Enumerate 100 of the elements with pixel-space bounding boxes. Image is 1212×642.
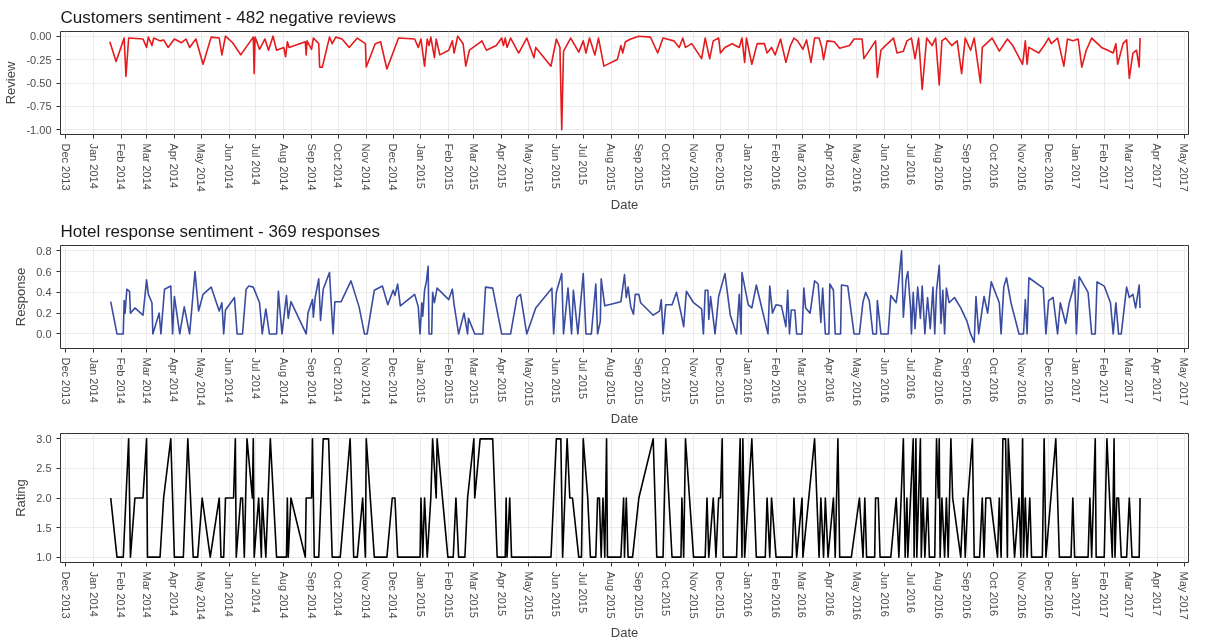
x-tick-label: Mar 2015: [467, 143, 480, 190]
x-tick-label: Mar 2017: [1123, 143, 1136, 190]
x-tick-label: Nov 2016: [1015, 357, 1028, 405]
x-tick-label: Dec 2014: [387, 143, 400, 191]
x-tick-label: Feb 2016: [770, 571, 783, 618]
x-tick-label: Dec 2013: [59, 357, 72, 405]
y-tick-label: 0.00: [30, 30, 52, 43]
x-tick-label: Mar 2014: [140, 143, 153, 190]
x-tick-label: Jan 2017: [1070, 571, 1083, 617]
x-tick-label: Jul 2014: [249, 143, 262, 186]
x-tick-label: Apr 2014: [168, 357, 181, 403]
x-tick-label: Oct 2015: [659, 357, 672, 403]
x-tick-label: Feb 2015: [442, 571, 455, 618]
x-tick-label: May 2015: [522, 571, 535, 620]
x-tick-label: Sep 2016: [961, 143, 974, 191]
x-tick-label: Jul 2014: [249, 571, 262, 614]
x-tick-label: Oct 2014: [332, 357, 345, 403]
x-tick-label: Sep 2014: [305, 571, 318, 619]
x-tick-label: Dec 2013: [59, 571, 72, 619]
x-tick-label: Feb 2015: [442, 357, 455, 404]
x-tick-label: May 2015: [522, 143, 535, 192]
x-tick-label: Jan 2015: [414, 143, 427, 189]
x-tick-label: Mar 2016: [796, 143, 809, 190]
y-tick-label: 0.8: [36, 244, 52, 257]
x-tick-label: Aug 2016: [933, 571, 946, 619]
x-axis-title: Date: [610, 410, 639, 426]
x-tick-label: Jan 2017: [1070, 143, 1083, 189]
x-tick-label: Jun 2014: [223, 571, 236, 617]
y-tick-label: -0.75: [26, 100, 52, 113]
x-tick-label: Nov 2014: [360, 143, 373, 191]
x-tick-label: Jan 2017: [1070, 357, 1083, 403]
x-tick-label: May 2016: [850, 571, 863, 620]
x-tick-label: Oct 2016: [987, 357, 1000, 403]
x-tick-label: Feb 2017: [1098, 143, 1111, 190]
x-tick-label: Sep 2014: [305, 357, 318, 405]
x-tick-label: Mar 2016: [796, 357, 809, 404]
x-tick-label: Mar 2015: [467, 357, 480, 404]
x-tick-label: Jan 2016: [742, 143, 755, 189]
x-tick-label: Apr 2016: [823, 143, 836, 189]
x-tick-label: Jun 2016: [878, 571, 891, 617]
x-tick-label: Oct 2016: [987, 571, 1000, 617]
x-tick-label: Aug 2015: [605, 357, 618, 405]
x-tick-label: May 2014: [195, 143, 208, 192]
x-tick-label: Feb 2014: [115, 357, 128, 404]
x-tick-label: Jun 2016: [878, 357, 891, 403]
x-tick-label: Dec 2015: [714, 357, 727, 405]
line-series: [109, 249, 1141, 344]
y-axis-title: Response: [13, 267, 29, 327]
x-tick-label: Nov 2014: [360, 571, 373, 619]
x-tick-label: Aug 2014: [277, 143, 290, 191]
x-tick-label: Sep 2015: [632, 357, 645, 405]
x-tick-label: May 2016: [850, 143, 863, 192]
x-axis-title: Date: [610, 196, 639, 212]
x-tick-label: Nov 2015: [687, 571, 700, 619]
x-tick-label: May 2017: [1178, 571, 1191, 620]
x-tick-label: Apr 2016: [823, 571, 836, 617]
x-tick-label: Jan 2015: [414, 571, 427, 617]
x-tick-label: Oct 2016: [987, 143, 1000, 189]
x-tick-label: Aug 2016: [933, 143, 946, 191]
x-tick-label: Sep 2015: [632, 571, 645, 619]
x-tick-label: Jul 2015: [577, 143, 590, 186]
y-tick-label: 2.0: [36, 492, 52, 504]
x-tick-label: Feb 2014: [115, 143, 128, 190]
x-tick-label: Sep 2015: [632, 143, 645, 191]
x-tick-label: Jul 2016: [905, 571, 918, 614]
y-tick-label: 0.4: [36, 286, 52, 299]
x-tick-label: Jan 2016: [742, 571, 755, 617]
chart-title: Customers sentiment - 482 negative reviews: [60, 7, 396, 27]
x-tick-label: Jul 2015: [577, 571, 590, 614]
x-tick-label: Jan 2014: [87, 571, 100, 617]
x-tick-label: Apr 2014: [168, 571, 181, 617]
y-tick-label: 0.2: [36, 307, 52, 320]
x-tick-label: Mar 2014: [140, 357, 153, 404]
x-tick-label: Feb 2016: [770, 143, 783, 190]
x-tick-label: May 2016: [850, 357, 863, 406]
x-tick-label: Jul 2014: [249, 357, 262, 400]
x-tick-label: Mar 2016: [796, 571, 809, 618]
x-tick-label: Apr 2016: [823, 357, 836, 403]
x-tick-label: Dec 2016: [1042, 357, 1055, 405]
y-axis-title: Rating: [13, 479, 29, 517]
x-tick-label: Oct 2014: [332, 143, 345, 189]
y-tick-label: 3.0: [36, 432, 52, 445]
y-tick-label: -1.00: [26, 123, 52, 136]
x-tick-label: Dec 2014: [387, 357, 400, 405]
x-axis-title: Date: [610, 624, 639, 640]
x-tick-label: Aug 2016: [933, 357, 946, 405]
x-tick-label: Nov 2015: [687, 143, 700, 191]
x-tick-label: Oct 2015: [659, 571, 672, 617]
x-tick-label: Nov 2016: [1015, 143, 1028, 191]
x-tick-label: Dec 2015: [714, 143, 727, 191]
x-tick-label: Jul 2016: [905, 357, 918, 400]
x-tick-label: Feb 2016: [770, 357, 783, 404]
x-tick-label: Jun 2016: [878, 143, 891, 189]
x-tick-label: Jan 2015: [414, 357, 427, 403]
x-tick-label: May 2017: [1178, 143, 1191, 192]
x-tick-label: Jul 2015: [577, 357, 590, 400]
x-tick-label: Jun 2015: [550, 357, 563, 403]
x-tick-label: Jun 2014: [223, 143, 236, 189]
x-tick-label: Jan 2014: [87, 143, 100, 189]
x-tick-label: Sep 2014: [305, 143, 318, 191]
